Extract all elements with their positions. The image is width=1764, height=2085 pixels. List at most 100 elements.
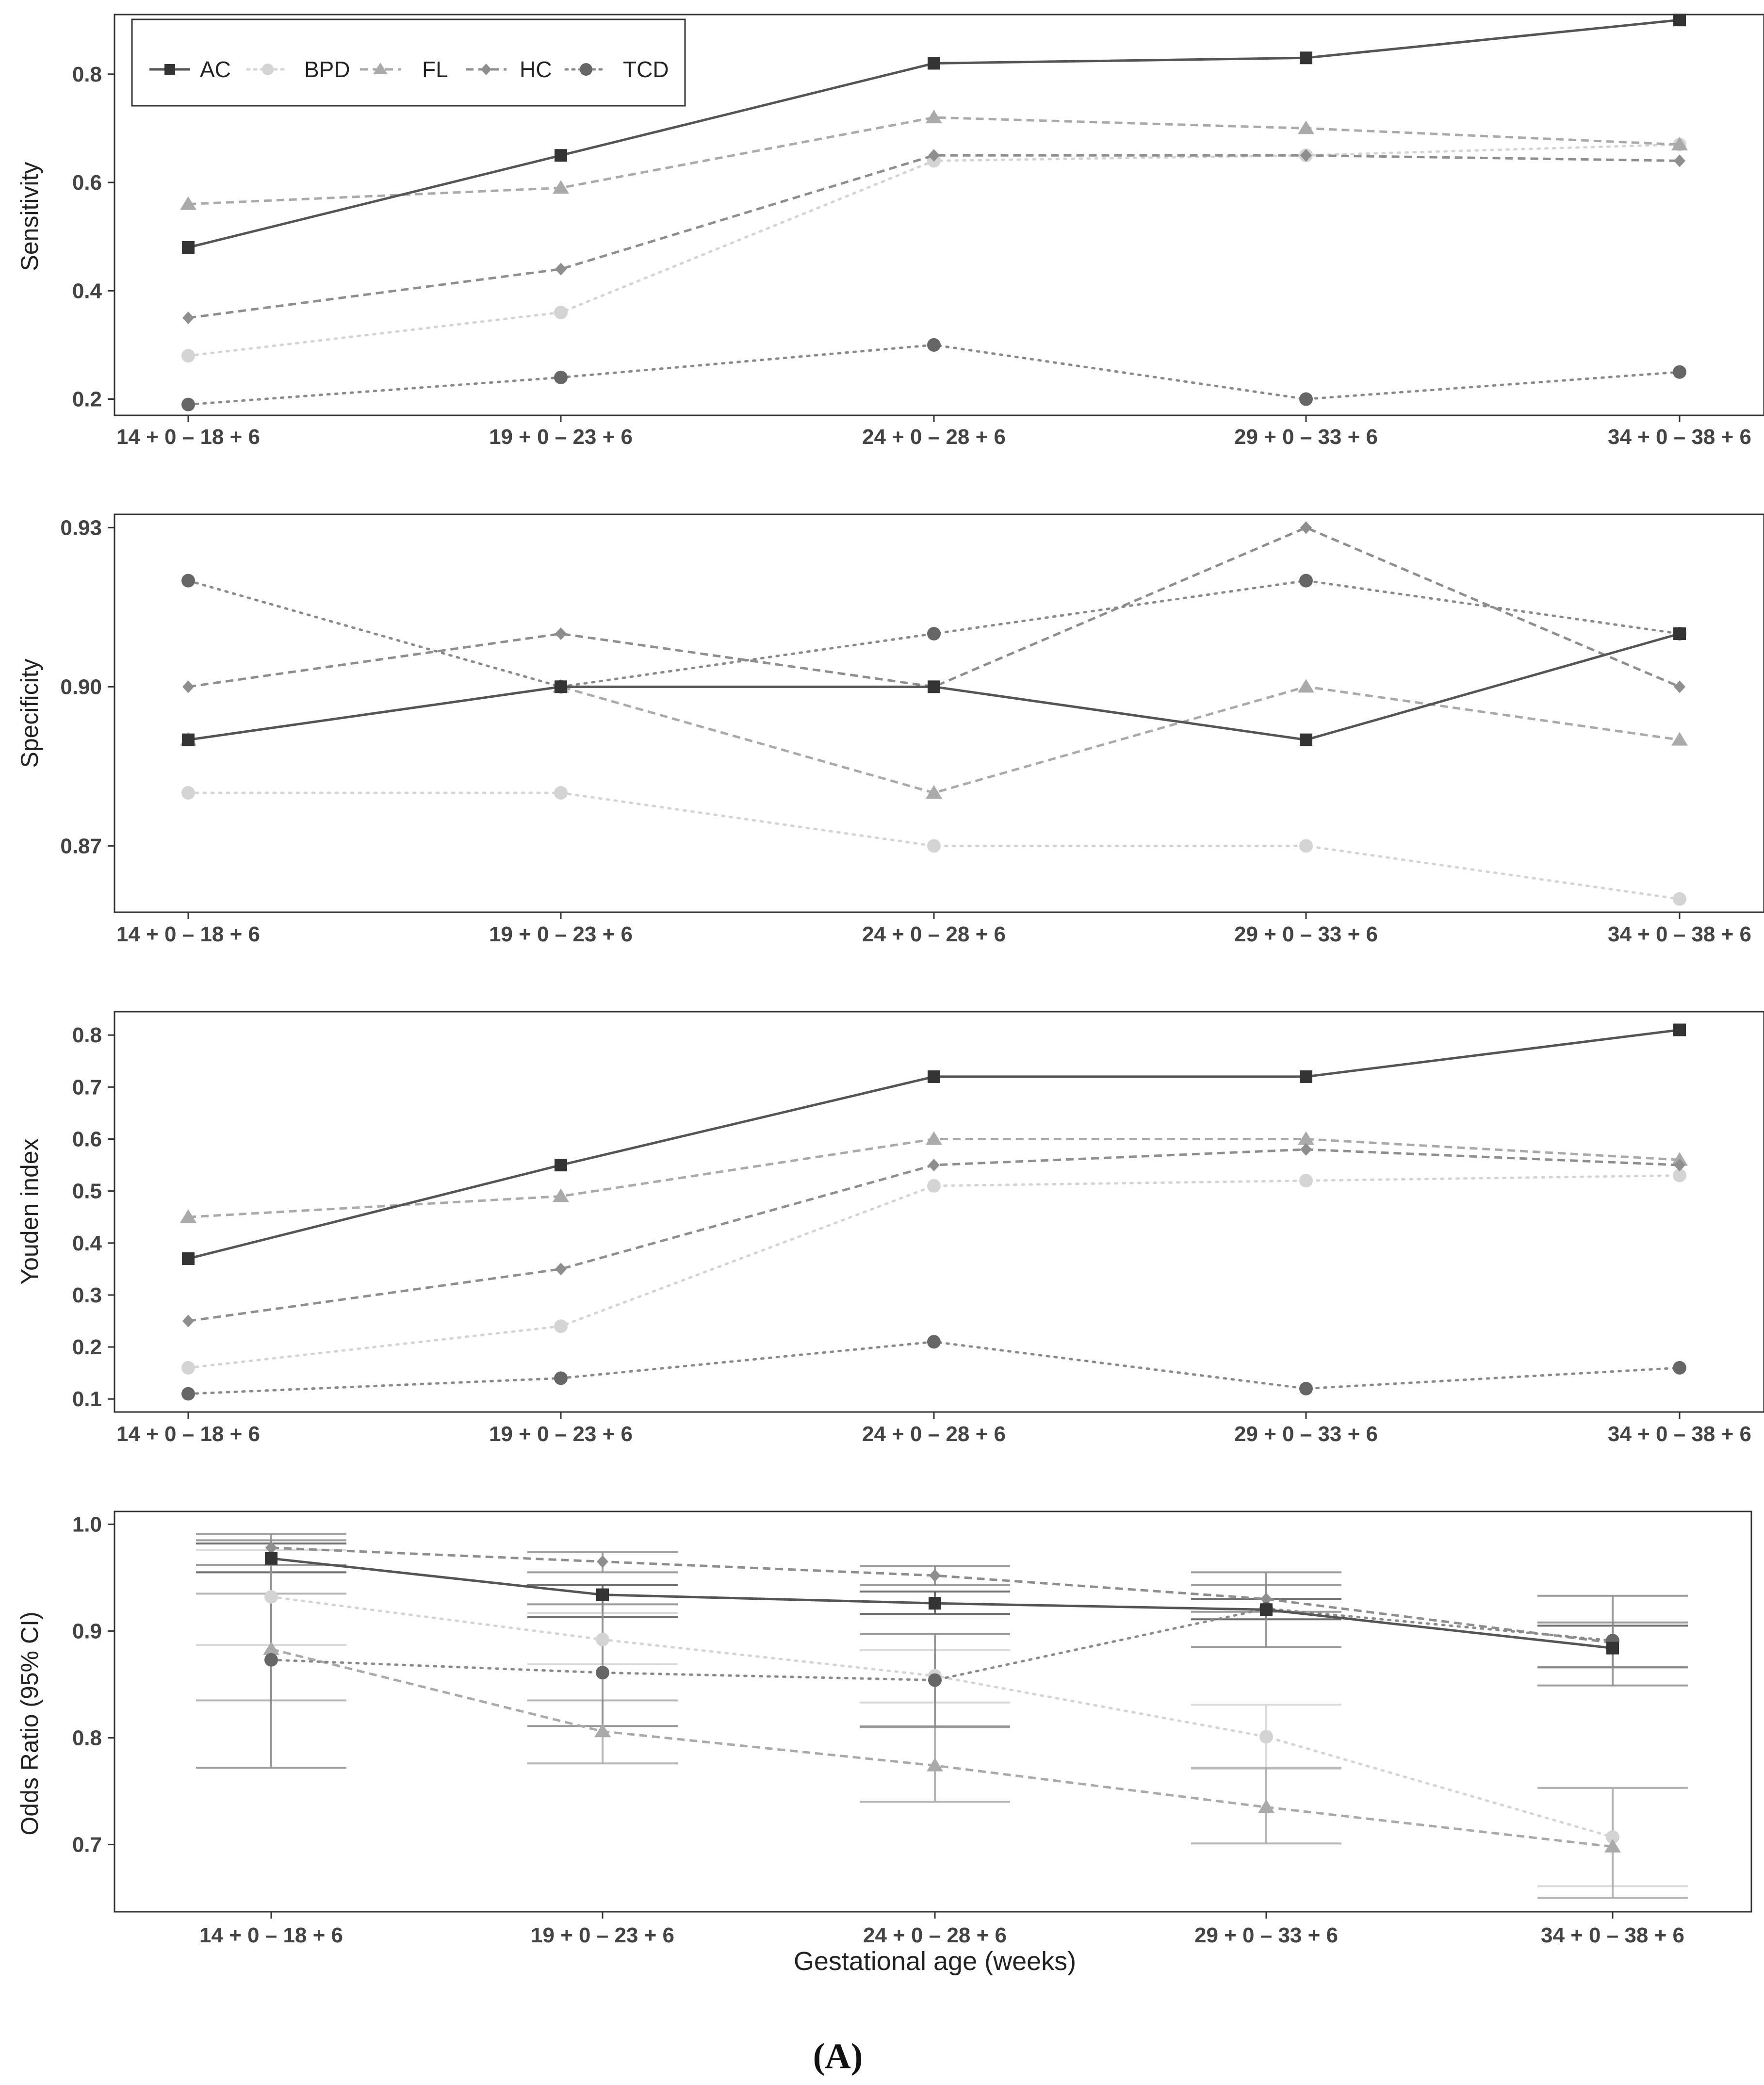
data-point-hc (928, 149, 940, 162)
data-point-bpd (927, 839, 941, 853)
panel-0-x-tick-label: 24 + 0 – 28 + 6 (862, 425, 1006, 449)
panel-0-series-hc (182, 149, 1685, 325)
panel-3-y-tick-label: 1.0 (72, 1512, 102, 1536)
panel-3-series-ac (265, 1552, 1619, 1655)
data-point-bpd (554, 1319, 568, 1333)
data-point-tcd (927, 627, 941, 640)
data-point-hc (1674, 680, 1685, 693)
panel-0-y-tick-label: 0.2 (72, 388, 102, 411)
data-point-bpd (1673, 1168, 1686, 1182)
data-point-hc (928, 1159, 940, 1172)
data-point-ac (182, 1252, 195, 1265)
data-point-hc (1674, 1159, 1685, 1172)
data-point-ac (1260, 1603, 1273, 1616)
panel-2-x-tick-label: 29 + 0 – 33 + 6 (1234, 1422, 1378, 1446)
data-point-ac (555, 680, 567, 693)
panel-0-y-tick-label: 0.4 (72, 279, 102, 303)
data-point-bpd (554, 786, 568, 800)
data-point-fl (180, 1209, 196, 1223)
series-line-hc (271, 1546, 1613, 1644)
legend-item-fl: FL (360, 57, 448, 82)
data-point-fl (553, 1188, 569, 1202)
data-point-bpd (927, 1179, 941, 1193)
panel-2-y-tick-label: 0.2 (72, 1335, 102, 1359)
svg-text:TCD: TCD (623, 57, 669, 82)
panel-0-x-tick-label: 19 + 0 – 23 + 6 (489, 425, 633, 449)
data-point-bpd (596, 1633, 609, 1646)
data-point-tcd (927, 1335, 941, 1349)
panel-1-x-tick-label: 29 + 0 – 33 + 6 (1234, 922, 1378, 946)
data-point-ac (265, 1552, 278, 1565)
panel-2-y-tick-label: 0.7 (72, 1075, 102, 1099)
panel-0-series-tcd (181, 338, 1686, 411)
data-point-tcd (596, 1666, 609, 1680)
data-point-hc (555, 1263, 567, 1276)
series-line-bpd (187, 791, 1681, 901)
panel-2-series-hc (182, 1143, 1685, 1328)
data-point-ac (928, 680, 940, 693)
legend-item-hc: HC (466, 57, 552, 82)
data-point-hc (555, 627, 567, 640)
panel-2-y-tick-label: 0.3 (72, 1283, 102, 1307)
series-line-tcd (187, 579, 1681, 688)
data-point-fl (263, 1641, 279, 1655)
svg-text:HC: HC (520, 57, 552, 82)
data-point-hc (1300, 149, 1312, 162)
data-point-fl (594, 1724, 611, 1738)
panel-0-x-tick-label: 14 + 0 – 18 + 6 (116, 425, 260, 449)
data-point-bpd (1299, 839, 1313, 853)
data-point-bpd (181, 1361, 195, 1375)
data-point-ac (1300, 51, 1312, 65)
data-point-tcd (928, 1673, 942, 1687)
odds-ratio-y-axis-label: Odds Ratio (95% CI) (16, 1611, 43, 1835)
svg-text:AC: AC (200, 57, 231, 82)
odds-ratio-panel: Odds Ratio (95% CI) 0.7 0.8 0.9 1.0 14 + 0 –… (16, 1510, 1752, 1976)
data-point-tcd (181, 574, 195, 588)
specificity-y-axis-label: Specificity (16, 658, 43, 768)
data-point-ac (1673, 1023, 1686, 1036)
data-point-fl (927, 1757, 943, 1772)
data-point-tcd (1299, 392, 1313, 406)
panel-1-x-tick-label: 34 + 0 – 38 + 6 (1608, 922, 1751, 946)
data-point-ac (1606, 1642, 1619, 1655)
panel-0-y-tick-label: 0.8 (72, 63, 102, 86)
data-point-ac (1673, 627, 1686, 640)
data-point-hc (1300, 1143, 1312, 1156)
panel-2-y-tick-label: 0.8 (72, 1023, 102, 1047)
panel-0-x-tick-label: 34 + 0 – 38 + 6 (1608, 425, 1751, 449)
specificity-panel: Specificity 0.87 0.90 0.93 14 + 0 – 18 + 6 1… (16, 513, 1764, 946)
data-point-bpd (181, 349, 195, 363)
data-point-tcd (264, 1653, 278, 1667)
sensitivity-panel: Sensitivity 0.2 0.4 0.6 0.8 14 + 0 – 18 + 6 1… (16, 14, 1764, 449)
series-line-hc (188, 526, 1680, 688)
panel-1-y-tick-label: 0.87 (60, 834, 102, 858)
series-line-tcd (270, 1607, 1614, 1682)
data-point-fl (1671, 136, 1688, 150)
data-point-hc (1300, 521, 1312, 534)
data-point-ac (555, 1159, 567, 1172)
data-point-tcd (181, 397, 195, 411)
youden-y-axis-label: Youden index (16, 1138, 43, 1284)
panel-2-frame (114, 1011, 1764, 1413)
data-point-ac (1300, 733, 1312, 746)
svg-text:BPD: BPD (304, 57, 350, 82)
panel-1-frame (114, 513, 1764, 913)
panel-2-x-tick-label: 19 + 0 – 23 + 6 (489, 1422, 633, 1446)
data-point-bpd (1299, 1174, 1313, 1188)
data-point-fl (1258, 1799, 1274, 1813)
legend-item-ac: AC (149, 57, 231, 82)
data-point-fl (1298, 1131, 1314, 1145)
data-point-ac (555, 149, 567, 162)
data-point-ac (929, 1597, 941, 1610)
svg-text:FL: FL (422, 57, 448, 82)
panel-1-series-ac (182, 627, 1686, 746)
panel-2-series-bpd (181, 1168, 1686, 1375)
panel-2-x-tick-label: 14 + 0 – 18 + 6 (116, 1422, 260, 1446)
panel-0-y-tick-label: 0.6 (72, 171, 102, 195)
data-point-bpd (1606, 1830, 1619, 1844)
data-point-fl (926, 1131, 942, 1145)
x-axis-label: Gestational age (weeks) (794, 1947, 1076, 1976)
data-point-hc (555, 263, 567, 276)
figure-caption: (A) (813, 2036, 863, 2076)
legend-item-bpd: BPD (246, 57, 350, 82)
